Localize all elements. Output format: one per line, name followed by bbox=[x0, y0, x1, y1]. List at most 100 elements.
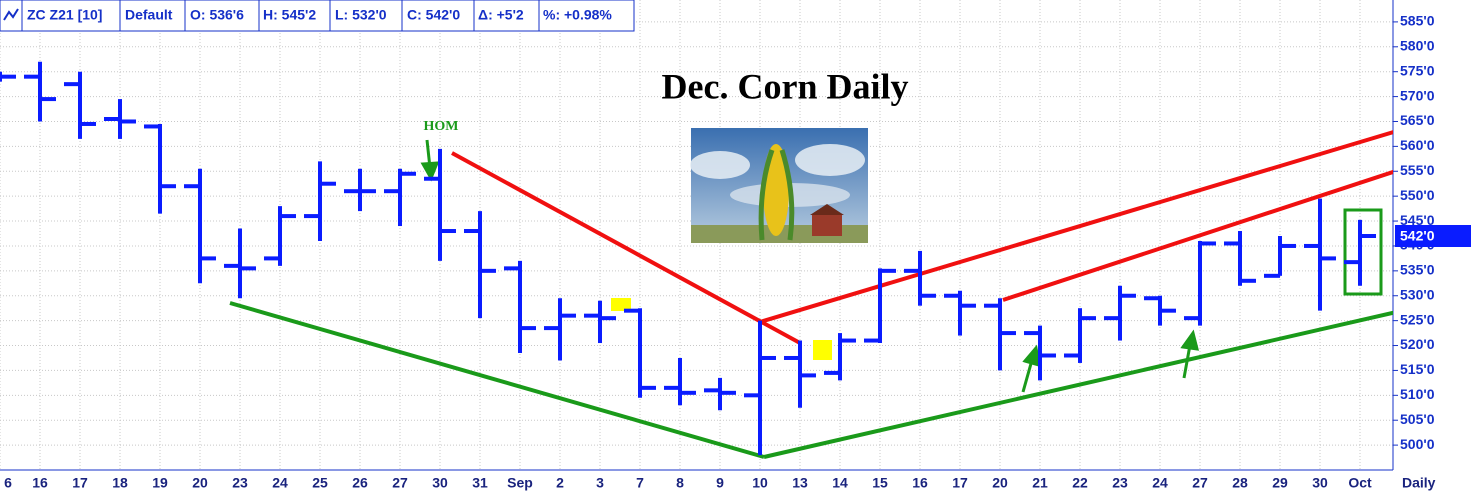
x-tick-label: 20 bbox=[992, 475, 1008, 491]
ohlc-bar bbox=[1104, 285, 1136, 341]
ohlc-bar bbox=[424, 148, 456, 261]
ohlc-bar bbox=[1224, 231, 1256, 286]
x-tick-label: 28 bbox=[1232, 475, 1248, 491]
change: Δ: +5'2 bbox=[478, 7, 524, 23]
x-tick-label: 24 bbox=[272, 475, 288, 491]
ohlc-bar bbox=[24, 61, 56, 122]
x-tick-label: 24 bbox=[1152, 475, 1168, 491]
trend-line bbox=[451, 151, 801, 345]
ohlc-bar bbox=[504, 260, 536, 353]
trend-line bbox=[759, 130, 1393, 324]
ohlc-bar bbox=[344, 168, 376, 212]
ohlc-bar bbox=[784, 340, 816, 408]
y-tick-label: 585'0 bbox=[1400, 13, 1435, 29]
high: H: 545'2 bbox=[263, 7, 316, 23]
y-tick-label: 520'0 bbox=[1400, 336, 1435, 352]
ohlc-bar bbox=[0, 71, 16, 82]
x-tick-label: 17 bbox=[72, 475, 88, 491]
x-tick-label: 26 bbox=[352, 475, 368, 491]
ohlc-bar bbox=[1184, 240, 1216, 326]
corn-image bbox=[690, 128, 868, 243]
y-tick-label: 565'0 bbox=[1400, 112, 1435, 128]
x-tick-label: 31 bbox=[472, 475, 488, 491]
y-tick-label: 550'0 bbox=[1400, 187, 1435, 203]
last-price-box bbox=[1395, 224, 1471, 247]
ohlc-bar bbox=[544, 298, 576, 361]
toolbar-dividers bbox=[21, 0, 540, 31]
x-tick-label: 15 bbox=[872, 475, 888, 491]
x-tick-label: 23 bbox=[1112, 475, 1128, 491]
trend-line bbox=[1002, 169, 1393, 302]
ohlc-bar bbox=[824, 333, 856, 381]
ohlc-bar bbox=[744, 320, 776, 456]
x-tick-label: 23 bbox=[232, 475, 248, 491]
arrows bbox=[420, 139, 1199, 393]
x-tick-label: 30 bbox=[432, 475, 448, 491]
ohlc-bar bbox=[1144, 295, 1176, 326]
ohlc-bar bbox=[904, 250, 936, 306]
ohlc-bar bbox=[704, 377, 736, 411]
price-axis: 500'0 505'0 510'0 515'0 520'0 525'0 530'0 535'0… bbox=[1393, 13, 1435, 452]
trend-line bbox=[229, 301, 765, 459]
ohlc-bar bbox=[1264, 235, 1296, 278]
close: C: 542'0 bbox=[407, 7, 460, 23]
toolbar-bg bbox=[0, 0, 635, 32]
y-tick-label: 575'0 bbox=[1400, 62, 1435, 78]
grid bbox=[0, 0, 1393, 470]
y-tick-label: 500'0 bbox=[1400, 436, 1435, 452]
x-tick-label: 6 bbox=[4, 475, 12, 491]
ohlc-bar bbox=[184, 168, 216, 284]
y-tick-label: 545'0 bbox=[1400, 212, 1435, 228]
toolbar: ZC Z21 [10] Default O: 536'6 H: 545'2 L:… bbox=[0, 0, 635, 32]
x-tick-label: 27 bbox=[1192, 475, 1208, 491]
y-tick-label: 525'0 bbox=[1400, 311, 1435, 327]
y-tick-label: 505'0 bbox=[1400, 411, 1435, 427]
low: L: 532'0 bbox=[335, 7, 387, 23]
x-tick-label: 30 bbox=[1312, 475, 1328, 491]
ohlc-bar bbox=[104, 99, 136, 139]
last-price-label: 542'0 bbox=[1400, 228, 1435, 244]
x-tick-label: 8 bbox=[676, 475, 684, 491]
x-tick-label: 16 bbox=[32, 475, 48, 491]
ohlc-bar bbox=[1344, 219, 1376, 286]
bars bbox=[0, 61, 1376, 456]
x-tick-label: 14 bbox=[832, 475, 848, 491]
percent: %: +0.98% bbox=[543, 7, 612, 23]
annotation: HOM bbox=[424, 119, 459, 134]
ohlc-bar bbox=[944, 290, 976, 336]
highlight-box bbox=[1343, 208, 1383, 296]
x-tick-label: 20 bbox=[192, 475, 208, 491]
x-tick-label: Oct bbox=[1348, 475, 1372, 491]
x-tick-label: 10 bbox=[752, 475, 768, 491]
x-tick-label: Sep bbox=[507, 475, 533, 491]
y-tick-label: 560'0 bbox=[1400, 137, 1435, 153]
y-tick-label: 535'0 bbox=[1400, 262, 1435, 278]
y-tick-label: 515'0 bbox=[1400, 361, 1435, 377]
y-tick-label: 510'0 bbox=[1400, 386, 1435, 402]
ohlc-bar bbox=[984, 298, 1016, 371]
period-label: Daily bbox=[1402, 475, 1436, 491]
x-tick-label: 17 bbox=[952, 475, 968, 491]
x-tick-label: 27 bbox=[392, 475, 408, 491]
symbol[interactable]: ZC Z21 [10] bbox=[27, 7, 102, 23]
ohlc-bar bbox=[864, 268, 896, 344]
trend-lines bbox=[229, 130, 1393, 459]
ohlc-bar bbox=[384, 168, 416, 227]
x-tick-label: 29 bbox=[1272, 475, 1288, 491]
chart-icon[interactable] bbox=[3, 8, 19, 21]
template[interactable]: Default bbox=[125, 7, 173, 23]
open: O: 536'6 bbox=[190, 7, 244, 23]
y-tick-label: 555'0 bbox=[1400, 162, 1435, 178]
x-tick-label: 7 bbox=[636, 475, 644, 491]
x-tick-label: 9 bbox=[716, 475, 724, 491]
ohlc-bar bbox=[224, 228, 256, 299]
ohlc-bar bbox=[1024, 325, 1056, 381]
marker bbox=[611, 298, 631, 311]
x-tick-label: 3 bbox=[596, 475, 604, 491]
x-tick-label: 19 bbox=[152, 475, 168, 491]
y-tick-label: 580'0 bbox=[1400, 38, 1435, 54]
x-tick-label: 22 bbox=[1072, 475, 1088, 491]
ohlc-bar bbox=[64, 71, 96, 139]
y-tick-label: 530'0 bbox=[1400, 286, 1435, 302]
